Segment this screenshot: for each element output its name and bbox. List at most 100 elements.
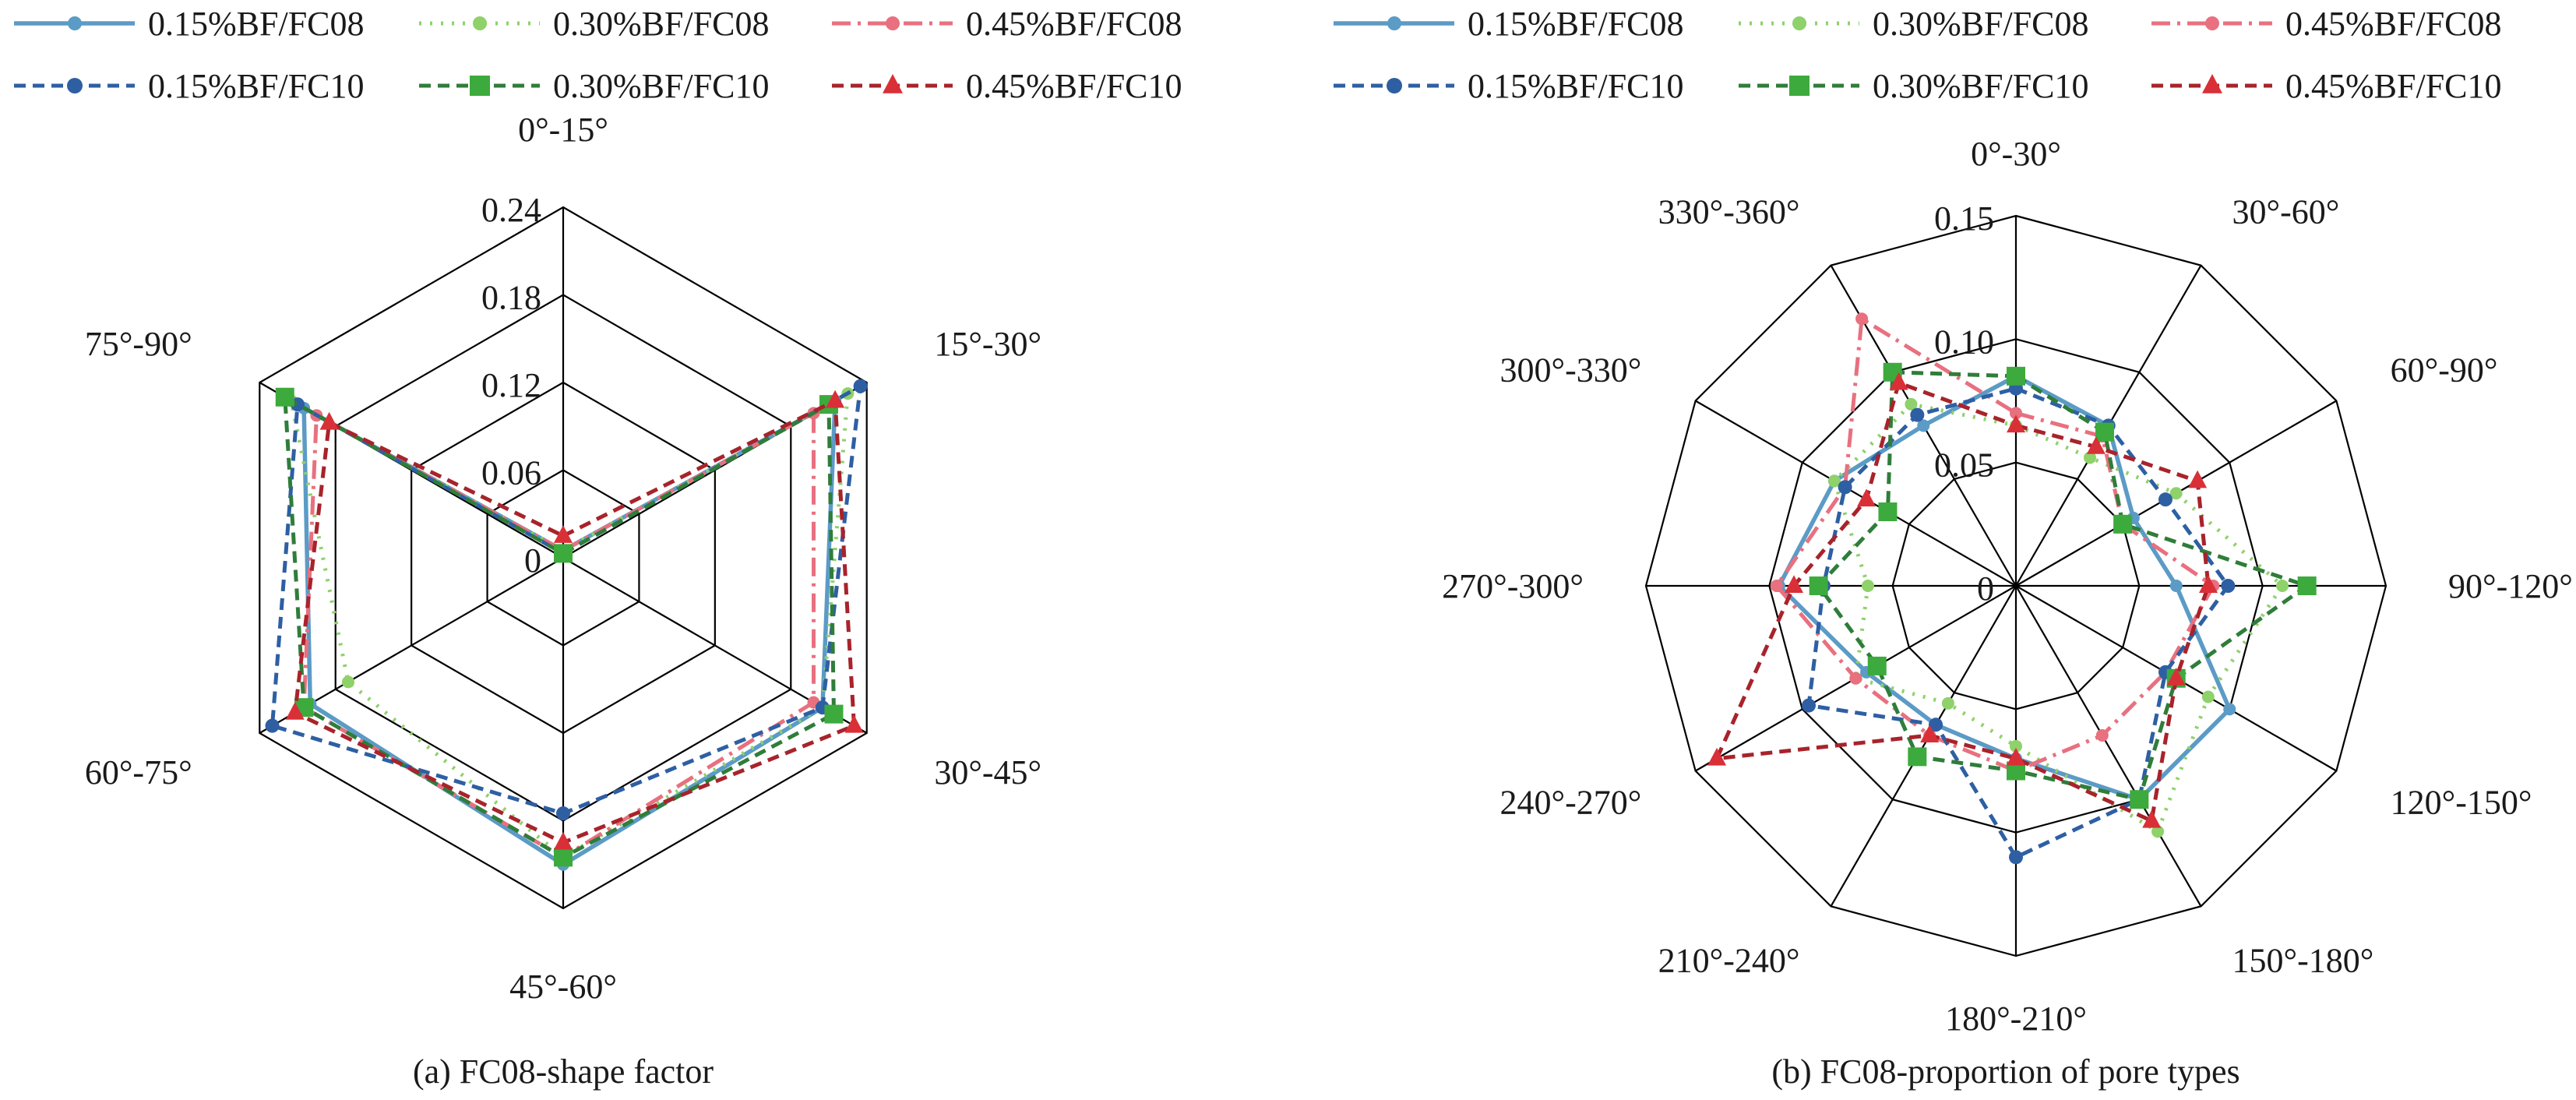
data-point [554, 848, 573, 867]
legend-right: 0.15%BF/FC08 0.30%BF/FC08 0.45%BF/FC08 0.15… [1334, 5, 2502, 105]
category-label: 120°-150° [2391, 784, 2532, 822]
category-label: 330°-360° [1658, 192, 1800, 231]
data-point [554, 831, 573, 850]
series-0.45%BF/FC08 [1770, 312, 2220, 777]
data-point [2113, 514, 2133, 534]
grid-spoke [2015, 585, 2202, 907]
legend-item: 0.45%BF/FC08 [2151, 5, 2502, 43]
category-label: 30°-60° [2232, 192, 2340, 231]
series-0.30%BF/FC08 [284, 387, 855, 864]
series-0.45%BF/FC08 [298, 407, 820, 864]
data-point [2297, 576, 2317, 595]
legend-marker [886, 16, 900, 30]
tick-label: 0 [524, 541, 541, 580]
grid-spoke [1695, 400, 2017, 587]
data-point [1827, 474, 1841, 488]
tick-label: 0.18 [481, 279, 541, 317]
data-point [1862, 580, 1874, 592]
legend-label: 0.15%BF/FC10 [148, 67, 365, 105]
category-label: 180°-210° [1945, 1000, 2087, 1038]
data-point [2010, 739, 2022, 753]
data-point [2169, 580, 2183, 592]
grid-spoke [1830, 585, 2017, 907]
data-point [1867, 656, 1887, 675]
category-label: 0°-30° [1971, 135, 2061, 173]
series-line [1806, 386, 2230, 859]
caption-a: (a) FC08-shape factor [413, 1052, 714, 1091]
data-point [554, 544, 573, 563]
legend-marker [470, 76, 490, 96]
legend-label: 0.45%BF/FC10 [2285, 67, 2502, 105]
data-point [554, 525, 573, 543]
radar-chart-shape-factor: 0 0.06 0.12 0.18 0.24 0°-15° 15°-30° 30°-45° 45°… [85, 111, 1041, 1006]
series-line [293, 398, 856, 845]
legend-label: 0.15%BF/FC08 [148, 5, 365, 43]
legend-marker [883, 74, 903, 93]
legend-label: 0.45%BF/FC08 [966, 5, 1182, 43]
data-point [1941, 696, 1954, 710]
legend-label: 0.30%BF/FC10 [1873, 67, 2089, 105]
legend-left: 0.15%BF/FC08 0.30%BF/FC08 0.45%BF/FC08 0.15… [14, 5, 1182, 105]
legend-marker [1387, 16, 1401, 30]
series-0.45%BF/FC10 [1707, 372, 2218, 828]
category-label: 0°-15° [518, 111, 608, 149]
tick-label: 0.05 [1934, 446, 1994, 485]
data-point [1908, 747, 1927, 767]
category-label: 30°-45° [934, 753, 1041, 792]
legend-marker [2202, 74, 2222, 93]
legend-marker [2205, 16, 2219, 30]
series-0.15%BF/FC08 [298, 394, 842, 871]
legend-label: 0.15%BF/FC10 [1468, 67, 1684, 105]
legend-item: 0.30%BF/FC08 [419, 5, 770, 43]
data-point [1917, 419, 1930, 432]
tick-label: 0 [1977, 569, 1994, 608]
data-point [853, 379, 868, 393]
data-point [285, 701, 305, 720]
data-point [1905, 397, 1918, 411]
category-label: 90°-120° [2448, 567, 2573, 605]
data-point [556, 806, 570, 821]
category-label: 270°-300° [1442, 567, 1584, 605]
data-point [1707, 747, 1727, 766]
legend-item: 0.45%BF/FC08 [832, 5, 1182, 43]
legend-item: 0.45%BF/FC10 [832, 67, 1182, 105]
series-0.15%BF/FC10 [1801, 381, 2236, 865]
legend-label: 0.45%BF/FC08 [2285, 5, 2502, 43]
data-point [1809, 576, 1828, 595]
data-point [2221, 579, 2236, 593]
data-point [2007, 366, 2025, 386]
legend-item: 0.15%BF/FC08 [14, 5, 365, 43]
category-label: 60°-75° [85, 753, 192, 792]
data-point [1929, 717, 1943, 732]
legend-item: 0.15%BF/FC08 [1334, 5, 1684, 43]
legend-marker [473, 16, 487, 30]
series-line [270, 384, 863, 816]
data-point [2223, 703, 2236, 716]
series-line [1777, 374, 2232, 802]
legend-item: 0.15%BF/FC10 [14, 67, 365, 105]
category-label: 15°-30° [934, 325, 1041, 363]
series-0.30%BF/FC08 [1827, 397, 2289, 838]
data-point [1857, 488, 1876, 507]
legend-item: 0.45%BF/FC10 [2151, 67, 2502, 105]
category-label: 60°-90° [2391, 351, 2498, 390]
category-label: 210°-240° [1658, 942, 1800, 980]
data-point [1910, 407, 1925, 422]
data-point [2158, 492, 2173, 507]
tick-label: 0.12 [481, 366, 541, 404]
legend-item: 0.30%BF/FC10 [419, 67, 770, 105]
data-point [265, 718, 280, 733]
data-point [1801, 698, 1816, 713]
legend-label: 0.15%BF/FC08 [1468, 5, 1684, 43]
category-label: 45°-60° [509, 968, 617, 1006]
data-point [2095, 422, 2114, 442]
data-point [1838, 480, 1852, 495]
legend-item: 0.30%BF/FC10 [1739, 67, 2089, 105]
data-point [2142, 809, 2162, 828]
data-point [2009, 850, 2023, 865]
legend-item: 0.30%BF/FC08 [1739, 5, 2089, 43]
legend-marker [1387, 78, 1402, 93]
data-point [319, 411, 339, 430]
legend-label: 0.30%BF/FC08 [553, 5, 770, 43]
